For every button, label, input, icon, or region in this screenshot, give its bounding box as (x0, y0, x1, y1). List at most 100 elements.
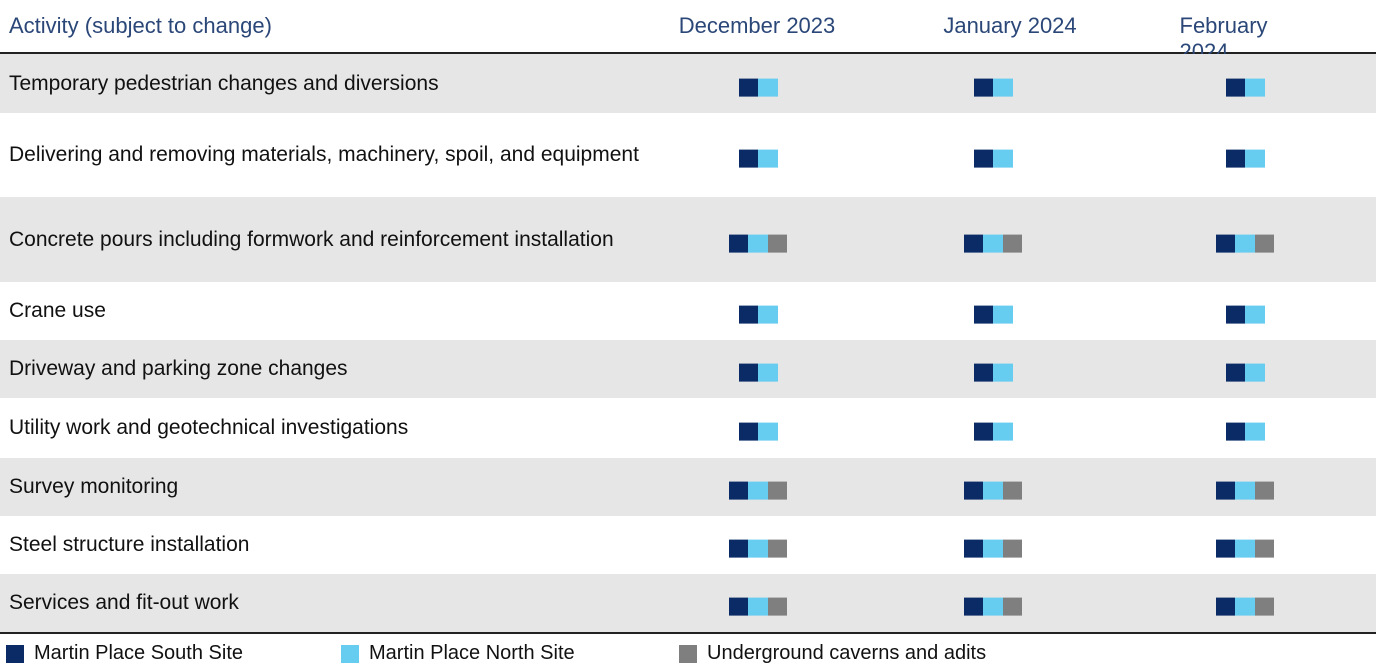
site-marker (993, 149, 1013, 168)
site-marker (993, 422, 1013, 441)
site-markers (728, 597, 788, 616)
site-marker (1245, 78, 1265, 97)
header-cell: January 2024 (943, 13, 1077, 38)
site-markers (728, 539, 788, 558)
activity: Services and fit-out work (9, 591, 239, 614)
table-body: Temporary pedestrian changes and diversi… (0, 54, 1376, 634)
site-marker (993, 305, 1013, 324)
site-markers (1225, 363, 1265, 382)
header-cell: February 2024 (1179, 13, 1268, 64)
site-marker (1245, 422, 1265, 441)
site-marker (1002, 234, 1023, 253)
site-marker (748, 481, 768, 500)
site-marker (983, 539, 1003, 558)
site-marker (767, 539, 788, 558)
site-markers (963, 597, 1023, 616)
site-marker (758, 149, 778, 168)
site-marker (758, 78, 778, 97)
header-cell: Activity (subject to change) (9, 13, 272, 38)
site-markers (1215, 539, 1275, 558)
site-markers (963, 539, 1023, 558)
site-marker (738, 422, 758, 441)
site-markers (1225, 305, 1265, 324)
site-marker (1245, 305, 1265, 324)
site-marker (983, 597, 1003, 616)
site-marker (767, 481, 788, 500)
site-markers (973, 305, 1013, 324)
activity: Driveway and parking zone changes (9, 357, 348, 380)
header-cell: December 2023 (678, 13, 836, 38)
site-marker (758, 422, 778, 441)
legend-swatch (341, 644, 359, 663)
site-marker (1225, 78, 1245, 97)
site-markers (738, 149, 778, 168)
site-markers (1215, 234, 1275, 253)
site-markers (728, 481, 788, 500)
site-marker (738, 149, 758, 168)
site-markers (738, 422, 778, 441)
site-marker (993, 363, 1013, 382)
legend-item: Underground caverns and adits (679, 642, 986, 665)
legend-swatch (6, 644, 24, 663)
site-marker (1245, 363, 1265, 382)
site-marker (738, 78, 758, 97)
site-marker (973, 149, 993, 168)
site-marker (1215, 539, 1236, 558)
site-marker (748, 597, 768, 616)
site-marker (1002, 481, 1023, 500)
site-markers (963, 234, 1023, 253)
site-marker (1245, 149, 1265, 168)
activity: Utility work and geotechnical investigat… (9, 416, 409, 439)
site-marker (963, 234, 984, 253)
legend-label: Martin Place North Site (369, 642, 575, 664)
legend-item: Martin Place North Site (341, 642, 575, 665)
site-marker (728, 481, 749, 500)
legend-swatch (679, 644, 697, 663)
site-markers (1225, 149, 1265, 168)
site-marker (1002, 539, 1023, 558)
site-marker (738, 363, 758, 382)
site-markers (1225, 78, 1265, 97)
site-marker (728, 234, 749, 253)
site-markers (1215, 481, 1275, 500)
site-markers (973, 422, 1013, 441)
site-marker (973, 305, 993, 324)
site-marker (1225, 422, 1245, 441)
table-row: Delivering and removing materials, machi… (0, 113, 1376, 197)
site-marker (973, 422, 993, 441)
site-marker (963, 481, 984, 500)
legend-label: Martin Place South Site (34, 642, 243, 664)
activity: Concrete pours including formwork and re… (9, 227, 614, 251)
site-marker (1215, 481, 1236, 500)
site-marker (1235, 597, 1255, 616)
site-marker (963, 597, 984, 616)
site-marker (1225, 363, 1245, 382)
table-header: Activity (subject to change) December 202… (0, 0, 1376, 64)
site-marker (1235, 234, 1255, 253)
table-row: Crane use (0, 282, 1376, 340)
site-marker (1254, 597, 1275, 616)
site-marker (1002, 597, 1023, 616)
site-marker (983, 481, 1003, 500)
site-markers (973, 149, 1013, 168)
site-markers (738, 363, 778, 382)
site-marker (1225, 305, 1245, 324)
site-markers (738, 305, 778, 324)
table-row: Utility work and geotechnical investigat… (0, 398, 1376, 458)
site-marker (1254, 234, 1275, 253)
table-row: Survey monitoring (0, 458, 1376, 516)
site-marker (983, 234, 1003, 253)
site-marker (728, 597, 749, 616)
site-markers (1225, 422, 1265, 441)
table-row: Concrete pours including formwork and re… (0, 197, 1376, 282)
site-markers (973, 78, 1013, 97)
site-marker (1235, 539, 1255, 558)
site-markers (738, 78, 778, 97)
site-marker (1254, 481, 1275, 500)
table-row: Steel structure installation (0, 516, 1376, 574)
site-marker (767, 597, 788, 616)
site-marker (973, 363, 993, 382)
legend-item: Martin Place South Site (6, 642, 243, 665)
site-markers (1215, 597, 1275, 616)
